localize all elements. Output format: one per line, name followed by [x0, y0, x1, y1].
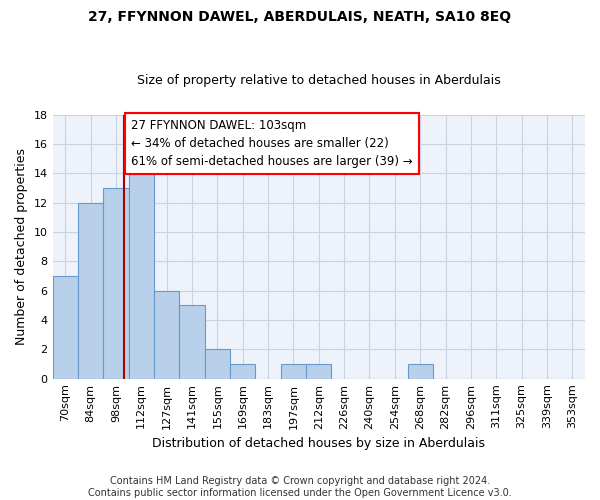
Bar [179, 306, 205, 378]
X-axis label: Distribution of detached houses by size in Aberdulais: Distribution of detached houses by size … [152, 437, 485, 450]
Bar [407, 364, 433, 378]
Bar [154, 290, 179, 378]
Bar [103, 188, 128, 378]
Bar [205, 350, 230, 378]
Title: Size of property relative to detached houses in Aberdulais: Size of property relative to detached ho… [137, 74, 500, 87]
Bar [306, 364, 331, 378]
Bar [53, 276, 78, 378]
Bar [78, 202, 103, 378]
Text: 27 FFYNNON DAWEL: 103sqm
← 34% of detached houses are smaller (22)
61% of semi-d: 27 FFYNNON DAWEL: 103sqm ← 34% of detach… [131, 119, 413, 168]
Bar [281, 364, 306, 378]
Bar [230, 364, 256, 378]
Text: 27, FFYNNON DAWEL, ABERDULAIS, NEATH, SA10 8EQ: 27, FFYNNON DAWEL, ABERDULAIS, NEATH, SA… [88, 10, 512, 24]
Y-axis label: Number of detached properties: Number of detached properties [15, 148, 28, 345]
Bar [128, 158, 154, 378]
Text: Contains HM Land Registry data © Crown copyright and database right 2024.
Contai: Contains HM Land Registry data © Crown c… [88, 476, 512, 498]
